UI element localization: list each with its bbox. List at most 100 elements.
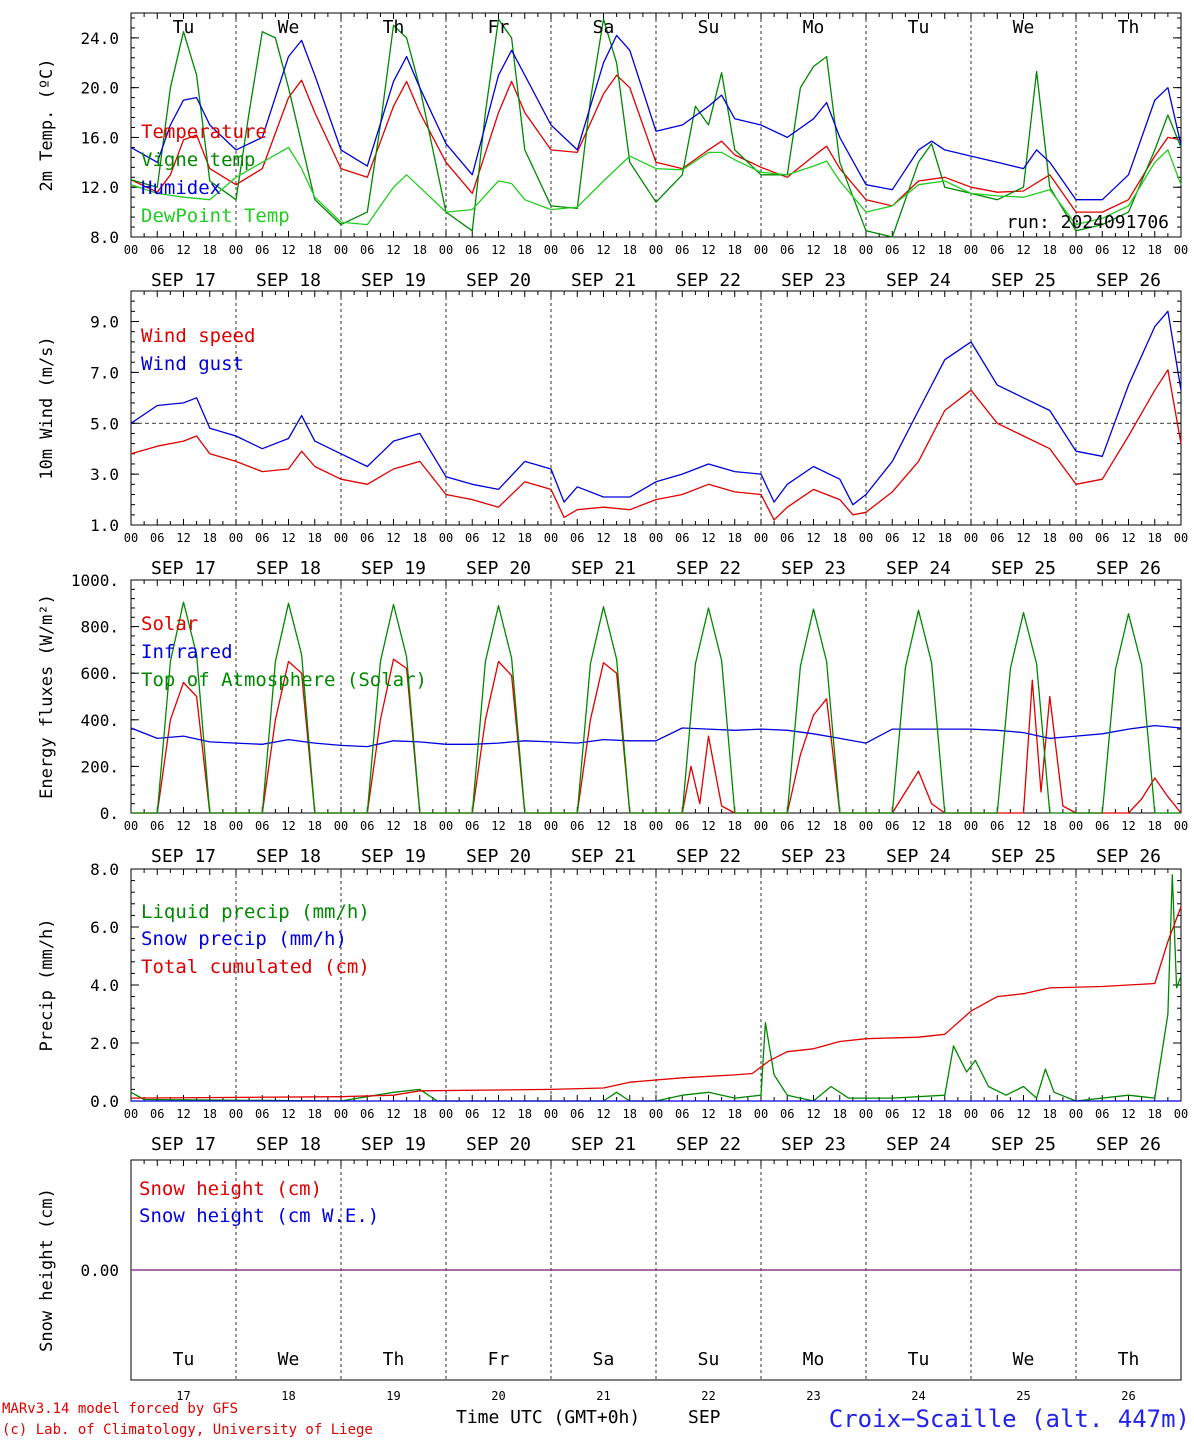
y-axis-label: Snow height (cm) [37, 1188, 57, 1352]
hour-label: 12 [911, 1107, 925, 1121]
date-label: SEP 26 [1096, 558, 1161, 579]
hour-label: 00 [1174, 531, 1188, 545]
hour-label: 00 [1069, 819, 1083, 833]
hour-label: 18 [518, 819, 532, 833]
y-tick-label: 600. [80, 664, 119, 683]
hour-label: 18 [1148, 531, 1162, 545]
hour-label: 12 [1121, 819, 1135, 833]
hour-label: 00 [754, 819, 768, 833]
hour-label: 00 [229, 243, 243, 257]
hour-label: 12 [1121, 243, 1135, 257]
date-label: SEP 21 [571, 846, 636, 867]
day-name: Mo [803, 17, 825, 38]
hour-label: 18 [1148, 819, 1162, 833]
date-label: SEP 17 [151, 1134, 216, 1155]
day-name: Tu [173, 17, 195, 38]
hour-label: 06 [675, 1107, 689, 1121]
hour-label: 12 [911, 531, 925, 545]
series-wind-speed [130, 369, 1182, 521]
hour-label: 18 [413, 1107, 427, 1121]
hour-label: 06 [465, 243, 479, 257]
y-tick-label: 16.0 [80, 128, 119, 147]
hour-label: 06 [255, 243, 269, 257]
hour-label: 00 [1069, 243, 1083, 257]
y-tick-label: 0.00 [80, 1261, 119, 1280]
date-label: SEP 23 [781, 558, 846, 579]
hour-label: 06 [465, 819, 479, 833]
hour-label: 00 [754, 531, 768, 545]
hour-label: 18 [308, 243, 322, 257]
hour-label: 00 [439, 531, 453, 545]
day-number: 26 [1121, 1389, 1135, 1403]
day-number: 24 [911, 1389, 925, 1403]
hour-label: 00 [1069, 1107, 1083, 1121]
y-tick-label: 7.0 [90, 363, 119, 382]
date-label: SEP 24 [886, 1134, 951, 1155]
hour-label: 00 [439, 1107, 453, 1121]
time-axis-label: Time UTC (GMT+0h) [456, 1407, 640, 1428]
date-label: SEP 25 [991, 558, 1056, 579]
day-name: We [1013, 1349, 1035, 1370]
hour-label: 00 [859, 243, 873, 257]
date-label: SEP 21 [571, 1134, 636, 1155]
legend-entry: DewPoint Temp [141, 205, 290, 227]
y-tick-label: 12.0 [80, 178, 119, 197]
hour-label: 06 [990, 243, 1004, 257]
date-label: SEP 23 [781, 1134, 846, 1155]
hour-label: 06 [675, 531, 689, 545]
hour-label: 06 [570, 1107, 584, 1121]
hour-label: 00 [1174, 243, 1188, 257]
panel-wind: 1.0 3.0 5.0 7.0 9.0 10m Wind (m/s) Wind speed W… [37, 290, 1188, 579]
legend-entry: Vigne temp [141, 149, 255, 171]
hour-label: 18 [728, 1107, 742, 1121]
series-top-of-atmosphere-solar- [131, 601, 1181, 814]
legend-entry: Temperature [141, 121, 267, 143]
y-axis-label: Precip (mm/h) [37, 918, 57, 1051]
hour-label: 12 [806, 1107, 820, 1121]
day-name: Th [1118, 1349, 1140, 1370]
hour-label: 06 [990, 819, 1004, 833]
hour-label: 18 [413, 531, 427, 545]
hour-label: 12 [176, 1107, 190, 1121]
hour-label: 00 [544, 819, 558, 833]
date-label: SEP 18 [256, 270, 321, 291]
date-label: SEP 18 [256, 558, 321, 579]
hour-label: 06 [885, 819, 899, 833]
day-name: Tu [908, 17, 930, 38]
hour-label: 00 [229, 531, 243, 545]
hour-label: 12 [701, 1107, 715, 1121]
hour-label: 18 [938, 243, 952, 257]
hour-label: 12 [806, 531, 820, 545]
hour-label: 00 [964, 243, 978, 257]
hour-label: 06 [150, 819, 164, 833]
hour-label: 06 [885, 243, 899, 257]
hour-label: 00 [649, 819, 663, 833]
hour-label: 00 [334, 243, 348, 257]
date-label: SEP 26 [1096, 1134, 1161, 1155]
hour-label: 00 [124, 819, 138, 833]
series-infrared [130, 724, 1182, 748]
hour-label: 00 [649, 243, 663, 257]
date-label: SEP 22 [676, 1134, 741, 1155]
day-number: 19 [386, 1389, 400, 1403]
hour-label: 12 [386, 531, 400, 545]
legend-entry: Snow precip (mm/h) [141, 928, 347, 950]
hour-label: 18 [833, 531, 847, 545]
y-tick-label: 0.0 [90, 1092, 119, 1111]
hour-label: 00 [544, 243, 558, 257]
plot-frame [130, 12, 1182, 238]
hour-label: 18 [728, 243, 742, 257]
hour-label: 12 [386, 1107, 400, 1121]
hour-label: 18 [1043, 531, 1057, 545]
day-name: We [278, 17, 300, 38]
date-label: SEP 17 [151, 270, 216, 291]
hour-label: 12 [596, 243, 610, 257]
credit-line-1: MARv3.14 model forced by GFS [2, 1401, 238, 1417]
hour-label: 12 [1121, 531, 1135, 545]
hour-label: 12 [806, 243, 820, 257]
y-tick-label: 800. [80, 618, 119, 637]
hour-label: 06 [1095, 243, 1109, 257]
hour-label: 18 [1043, 243, 1057, 257]
hour-label: 06 [780, 531, 794, 545]
y-tick-label: 8.0 [90, 228, 119, 247]
